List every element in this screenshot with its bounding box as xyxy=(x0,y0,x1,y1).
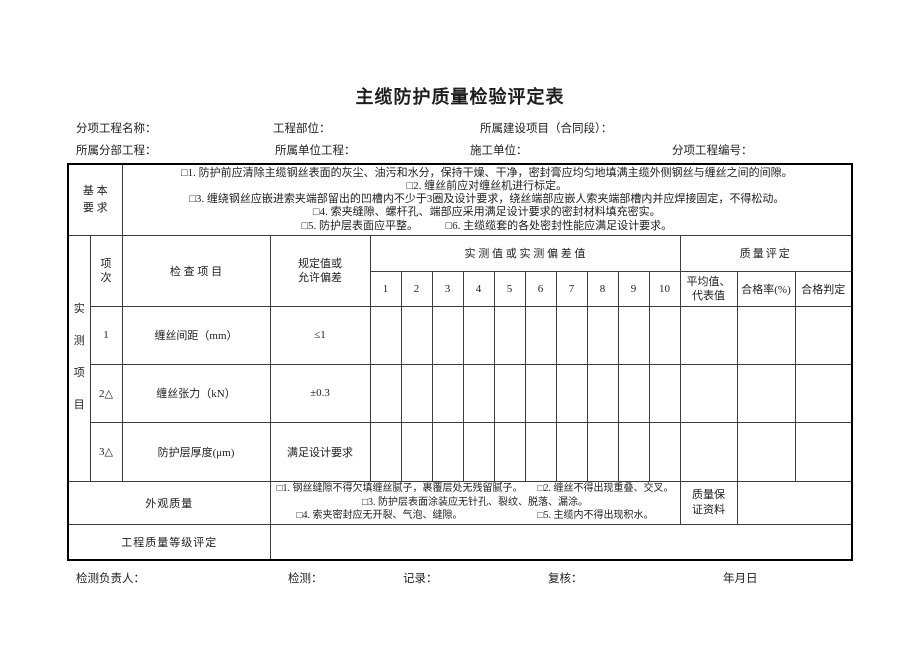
measured-value-cell xyxy=(586,421,619,482)
measured-value-cell xyxy=(493,363,526,423)
header-pass-judge: 合格判定 xyxy=(794,270,853,307)
basic-requirement-line: □3. 缠绕钢丝应嵌进索夹端部留出的凹槽内不少于3圈及设计要求，绕丝端部应嵌人索… xyxy=(189,193,785,206)
basic-requirement-line: □1. 防护前应清除主缆钢丝表面的灰尘、油污和水分，保持干燥、干净，密封膏应均匀… xyxy=(180,166,793,179)
footer-review-label: 复核： xyxy=(548,573,583,585)
header-pass-rate: 合格率(%) xyxy=(736,270,796,307)
measured-value-cell xyxy=(369,305,402,365)
header-measure-col: 7 xyxy=(555,270,588,307)
info-label-part: 工程部位： xyxy=(273,123,331,135)
basic-requirement-line: □5. 防护层表面应平整。 □6. 主缆缆套的各处密封性能应满足设计要求。 xyxy=(301,219,673,232)
qa-data-value-cell xyxy=(736,480,853,525)
pass-rate-cell xyxy=(736,305,796,365)
measured-value-cell xyxy=(555,421,588,482)
item-no-cell: 2△ xyxy=(89,363,123,423)
pass-judge-cell xyxy=(794,363,853,423)
measured-value-cell xyxy=(617,363,650,423)
appearance-quality-text: □1. 钢丝缝隙不得欠填缠丝腻子，裹覆层处无残留腻子。 □2. 缠丝不得出现重叠… xyxy=(269,480,681,525)
footer-date-label: 年月日 xyxy=(723,573,758,585)
measured-value-cell xyxy=(462,363,495,423)
header-measure-col: 10 xyxy=(648,270,681,307)
header-spec-value: 规定值或 允许偏差 xyxy=(269,234,371,307)
pass-rate-cell xyxy=(736,421,796,482)
info-label-project-code: 分项工程编号： xyxy=(672,145,753,157)
item-no-cell: 1 xyxy=(89,305,123,365)
header-avg-value: 平均值、 代表值 xyxy=(679,270,738,307)
info-label-construction-project: 所属建设项目（合同段）： xyxy=(480,123,613,135)
measured-value-cell xyxy=(586,363,619,423)
measured-value-cell xyxy=(369,421,402,482)
info-label-project-name: 分项工程名称： xyxy=(76,123,157,135)
measured-value-cell xyxy=(400,421,433,482)
pass-rate-cell xyxy=(736,363,796,423)
basic-requirements-text: □1. 防护前应清除主缆钢丝表面的灰尘、油污和水分，保持干燥、干净，密封膏应均匀… xyxy=(121,163,853,236)
measured-value-cell xyxy=(431,421,464,482)
basic-requirements-label: 基 本 要 求 xyxy=(67,163,123,236)
spec-value-cell: 满足设计要求 xyxy=(269,421,371,482)
header-measure-col: 1 xyxy=(369,270,402,307)
basic-requirement-line: □4. 索夹缝隙、螺杆孔、端部应采用满足设计要求的密封材料填充密实。 xyxy=(312,206,661,219)
measured-value-cell xyxy=(524,305,557,365)
pass-judge-cell xyxy=(794,305,853,365)
item-no-cell: 3△ xyxy=(89,421,123,482)
measured-value-cell xyxy=(617,421,650,482)
header-quality-eval: 质量评定 xyxy=(679,234,853,272)
page-title: 主缆防护质量检验评定表 xyxy=(355,87,565,107)
qa-data-label: 质量保 证资料 xyxy=(679,480,738,525)
measured-value-cell xyxy=(493,421,526,482)
inspection-item-cell: 缠丝张力（kN） xyxy=(121,363,271,423)
inspection-item-cell: 防护层厚度(μm) xyxy=(121,421,271,482)
measured-value-cell xyxy=(648,421,681,482)
measured-value-cell xyxy=(524,421,557,482)
header-measure-col: 3 xyxy=(431,270,464,307)
pass-judge-cell xyxy=(794,421,853,482)
footer-inspector-label: 检测负责人： xyxy=(76,573,145,585)
measured-value-cell xyxy=(431,305,464,365)
header-measure-col: 6 xyxy=(524,270,557,307)
inspection-item-cell: 缠丝间距（mm） xyxy=(121,305,271,365)
grade-eval-value-cell xyxy=(269,523,853,561)
avg-value-cell xyxy=(679,421,738,482)
measured-value-cell xyxy=(400,363,433,423)
inspection-table: 基 本 要 求 □1. 防护前应清除主缆钢丝表面的灰尘、油污和水分，保持干燥、干… xyxy=(67,163,854,561)
measured-value-cell xyxy=(524,363,557,423)
header-item-no: 项 次 xyxy=(89,234,123,307)
appearance-quality-label: 外观质量 xyxy=(67,480,271,525)
measured-value-cell xyxy=(400,305,433,365)
avg-value-cell xyxy=(679,305,738,365)
header-measured-values: 实 测 值 或 实 测 偏 差 值 xyxy=(369,234,681,272)
appearance-quality-line: □1. 钢丝缝隙不得欠填缠丝腻子，裹覆层处无残留腻子。 □2. 缠丝不得出现重叠… xyxy=(276,483,674,495)
measured-value-cell xyxy=(369,363,402,423)
footer-test-label: 检测： xyxy=(288,573,323,585)
measured-value-cell xyxy=(555,305,588,365)
header-measure-col: 5 xyxy=(493,270,526,307)
info-label-unit-project: 所属单位工程： xyxy=(275,145,356,157)
measured-value-cell xyxy=(586,305,619,365)
measured-value-cell xyxy=(555,363,588,423)
avg-value-cell xyxy=(679,363,738,423)
measured-value-cell xyxy=(431,363,464,423)
header-measure-col: 4 xyxy=(462,270,495,307)
measured-value-cell xyxy=(648,305,681,365)
footer-record-label: 记录： xyxy=(403,573,438,585)
spec-value-cell: ≤1 xyxy=(269,305,371,365)
header-inspection-item: 检 查 项 目 xyxy=(121,234,271,307)
info-label-division-project: 所属分部工程： xyxy=(76,145,157,157)
header-measure-col: 9 xyxy=(617,270,650,307)
measured-value-cell xyxy=(617,305,650,365)
header-measure-col: 2 xyxy=(400,270,433,307)
appearance-quality-line: □3. 防护层表面涂装应无针孔、裂纹、脱落、漏涂。 xyxy=(361,496,589,508)
measured-items-label: 实 测 项 目 xyxy=(67,234,91,482)
info-label-builder: 施工单位： xyxy=(470,145,528,157)
measured-value-cell xyxy=(462,421,495,482)
grade-eval-label: 工程质量等级评定 xyxy=(67,523,271,561)
appearance-quality-line: □4. 索夹密封应无开裂、气泡、缝隙。 □5. 主缆内不得出现积水。 xyxy=(296,510,654,522)
measured-value-cell xyxy=(648,363,681,423)
basic-requirement-line: □2. 缠丝前应对缠丝机进行标定。 xyxy=(406,179,568,192)
header-measure-col: 8 xyxy=(586,270,619,307)
spec-value-cell: ±0.3 xyxy=(269,363,371,423)
measured-value-cell xyxy=(493,305,526,365)
measured-value-cell xyxy=(462,305,495,365)
